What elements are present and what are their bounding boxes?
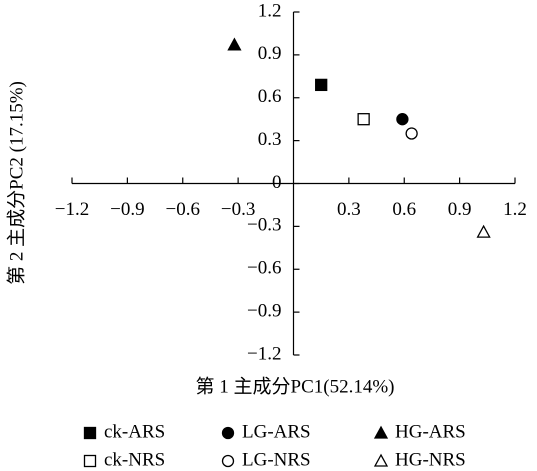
- y-tick-label: −0.6: [247, 258, 281, 279]
- legend-marker: [221, 426, 235, 440]
- legend-label: LG-NRS: [242, 449, 311, 470]
- point: [357, 113, 370, 126]
- legend-marker: [221, 454, 235, 468]
- x-tick-label: −0.3: [221, 199, 255, 220]
- y-tick-label: 0.6: [258, 86, 282, 107]
- point: [405, 127, 418, 140]
- legend-label: LG-ARS: [242, 421, 311, 442]
- y-tick-label: −0.9: [247, 300, 281, 321]
- y-tick-label: −1.2: [247, 343, 281, 364]
- x-tick-label: −1.2: [55, 199, 89, 220]
- legend-marker: [83, 426, 97, 440]
- x-tick-label: 0.3: [337, 199, 361, 220]
- x-axis-title: 第 1 主成分PC1(52.14%): [196, 375, 395, 397]
- y-tick-label: −0.3: [247, 215, 281, 236]
- legend-label: HG-ARS: [395, 421, 466, 442]
- legend-marker: [83, 454, 97, 468]
- point: [476, 224, 491, 238]
- legend-marker: [373, 425, 389, 439]
- legend-label: ck-ARS: [104, 421, 165, 442]
- legend-label: ck-NRS: [104, 449, 165, 470]
- legend-label: HG-NRS: [395, 449, 466, 470]
- x-tick-label: 1.2: [503, 199, 527, 220]
- y-tick-label: 0: [272, 172, 282, 193]
- point: [396, 113, 409, 126]
- point: [227, 37, 242, 51]
- y-axis-title: 第 2 主成分PC2 (17.15%): [5, 81, 27, 285]
- legend-marker: [373, 453, 389, 467]
- x-tick-label: 0.9: [448, 199, 472, 220]
- x-tick-label: −0.6: [166, 199, 200, 220]
- x-tick-label: −0.9: [110, 199, 144, 220]
- x-tick-label: 0.6: [392, 199, 416, 220]
- y-tick-label: 0.9: [258, 43, 282, 64]
- point: [315, 78, 328, 92]
- y-tick-label: 0.3: [258, 129, 282, 150]
- y-tick-label: 1.2: [258, 0, 282, 21]
